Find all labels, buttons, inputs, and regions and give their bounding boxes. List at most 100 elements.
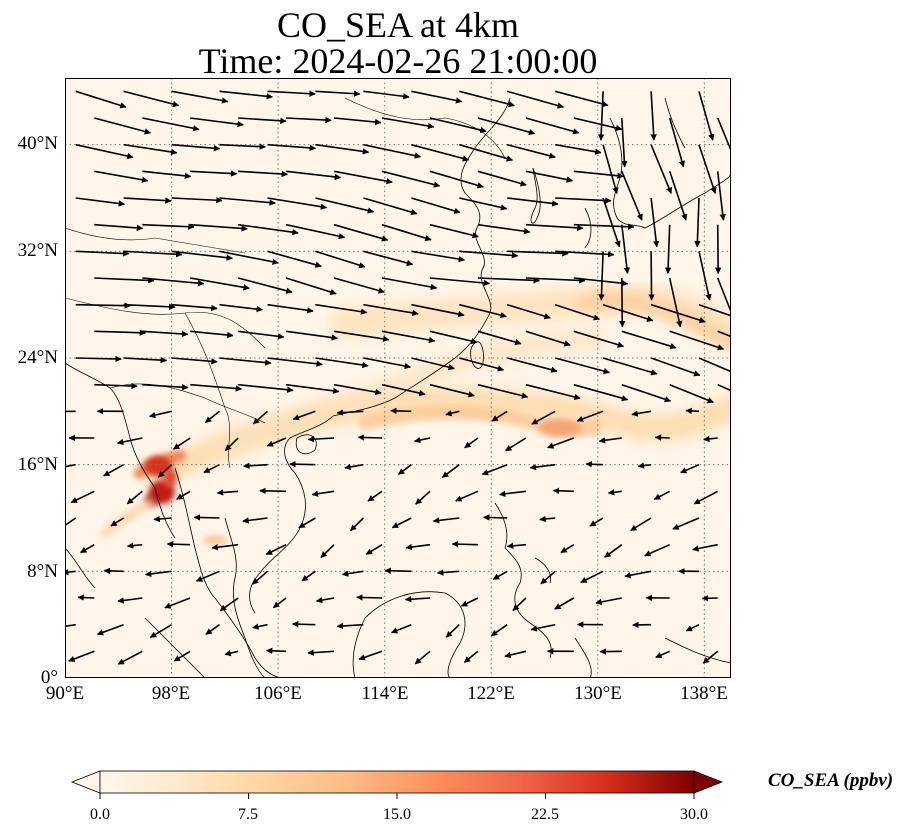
wind-vector-28 — [75, 143, 134, 160]
wind-vector-156 — [190, 383, 243, 392]
wind-vector-270 — [272, 597, 287, 609]
wind-vector-295 — [117, 650, 143, 665]
wind-vector-297 — [224, 650, 239, 657]
wind-vector-66 — [555, 197, 612, 204]
wind-vector-149 — [506, 357, 558, 373]
wind-vector-8 — [459, 90, 515, 108]
wind-vector-225 — [110, 517, 125, 527]
wind-vector-246 — [451, 540, 478, 548]
wind-vector-115 — [219, 303, 263, 313]
wind-vector-165 — [621, 383, 672, 403]
wind-vector-93 — [507, 250, 569, 257]
wind-vector-123 — [602, 303, 654, 322]
wind-vector-204 — [441, 464, 460, 479]
wind-vector-67 — [602, 197, 621, 248]
wind-vector-214 — [259, 487, 287, 495]
wind-vector-281 — [96, 623, 124, 636]
wind-vector-288 — [445, 624, 460, 638]
lat-tick-24: 24°N — [17, 347, 58, 368]
wind-vector-241 — [211, 543, 239, 551]
wind-vector-224 — [65, 517, 77, 527]
wind-vector-215 — [311, 490, 335, 497]
wind-vector-250 — [644, 543, 671, 557]
wind-vector-208 — [637, 462, 652, 469]
colorbar-extend-max — [693, 770, 724, 794]
wind-vector-238 — [80, 544, 95, 554]
wind-vector-71 — [142, 223, 195, 230]
wind-vector-255 — [195, 570, 220, 582]
wind-vector-69 — [694, 197, 701, 248]
wind-vector-267 — [117, 597, 143, 604]
wind-vector-15 — [142, 117, 200, 132]
wind-vector-68 — [650, 197, 660, 248]
wind-vector-162 — [477, 383, 529, 399]
wind-vector-36 — [459, 143, 514, 162]
wind-vector-222 — [653, 490, 671, 501]
wind-vector-160 — [381, 383, 426, 397]
wind-vector-60 — [267, 197, 328, 210]
map-border — [65, 78, 731, 678]
wind-vector-287 — [391, 623, 412, 634]
wind-vector-294 — [68, 650, 95, 662]
wind-vector-207 — [585, 461, 604, 468]
wind-vector-300 — [358, 650, 383, 661]
wind-vector-70 — [94, 223, 144, 232]
wind-vector-234 — [539, 515, 556, 523]
wind-vector-field — [65, 90, 731, 665]
wind-vector-22 — [477, 117, 536, 136]
wind-vector-117 — [315, 303, 368, 315]
wind-vector-240 — [166, 540, 191, 548]
wind-vector-264 — [624, 570, 652, 579]
wind-vector-210 — [70, 490, 95, 504]
wind-vector-173 — [292, 410, 316, 421]
wind-vector-306 — [655, 650, 671, 659]
wind-vector-140 — [75, 355, 122, 363]
wind-vector-283 — [205, 624, 220, 635]
wind-vector-29 — [123, 143, 178, 156]
wind-vector-275 — [512, 597, 527, 612]
map-subtitle-time: Time: 2024-02-26 21:00:00 — [198, 41, 598, 81]
wind-vector-72 — [190, 223, 248, 232]
wind-vector-9 — [506, 90, 564, 109]
wind-vector-3 — [219, 90, 273, 100]
wind-vector-74 — [285, 223, 346, 240]
wind-vector-144 — [267, 357, 323, 367]
wind-vector-159 — [333, 383, 382, 396]
wind-vector-58 — [171, 197, 223, 204]
wind-vector-97 — [698, 251, 712, 301]
wind-vector-198 — [157, 464, 173, 478]
wind-vector-81 — [621, 224, 631, 275]
wind-vector-298 — [265, 647, 287, 655]
wind-vector-121 — [506, 303, 551, 320]
wind-vector-179 — [576, 410, 604, 422]
wind-vector-10 — [554, 90, 609, 108]
wind-vector-113 — [123, 303, 176, 311]
wind-vector-233 — [483, 514, 508, 521]
lon-tick-122: 122°E — [467, 683, 515, 704]
wind-vector-108 — [573, 277, 629, 287]
colorbar-tick-1: 7.5 — [238, 806, 258, 823]
wind-vector-181 — [685, 407, 700, 415]
wind-vector-256 — [252, 570, 269, 585]
wind-vector-102 — [285, 277, 337, 296]
colorbar-gradient — [99, 770, 695, 794]
wind-vector-303 — [504, 650, 527, 659]
wind-vector-185 — [224, 437, 239, 452]
wind-vector-111 — [716, 277, 731, 314]
wind-vector-251 — [692, 543, 718, 552]
wind-vector-16 — [190, 117, 244, 128]
wind-vector-129 — [238, 330, 285, 340]
wind-vector-216 — [367, 490, 383, 502]
wind-vector-57 — [123, 197, 172, 204]
wind-vector-39 — [602, 144, 619, 195]
wind-vector-271 — [315, 596, 335, 604]
wind-vector-88 — [267, 250, 322, 268]
wind-vector-90 — [363, 250, 414, 267]
wind-vector-184 — [172, 437, 191, 450]
wind-vector-206 — [529, 463, 556, 471]
wind-vector-47 — [333, 170, 393, 185]
wind-vector-259 — [384, 567, 412, 574]
wind-vector-227 — [193, 514, 220, 521]
wind-vector-299 — [307, 649, 335, 656]
map-title: CO_SEA at 4km — [276, 5, 519, 45]
